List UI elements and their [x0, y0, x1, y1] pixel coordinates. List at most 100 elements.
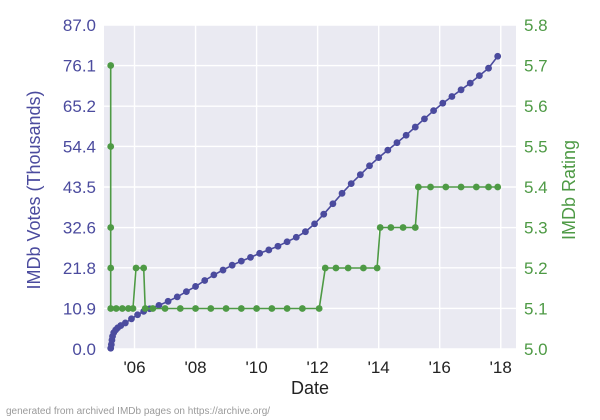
rating-data-point: [132, 264, 140, 272]
rating-data-point: [140, 264, 148, 272]
votes-data-point: [164, 297, 172, 305]
rating-data-point: [141, 305, 149, 312]
y-right-tick-label: 5.5: [524, 138, 548, 157]
rating-data-point: [485, 183, 492, 191]
x-tick-label: '12: [307, 358, 329, 377]
votes-data-point: [475, 72, 483, 80]
rating-data-point: [107, 224, 115, 231]
rating-data-point: [344, 264, 352, 272]
x-tick-label: '08: [184, 358, 206, 377]
votes-data-point: [292, 233, 300, 241]
rating-data-point: [107, 264, 115, 272]
votes-data-point: [485, 64, 492, 72]
votes-data-point: [411, 123, 419, 131]
y-axis-left-label: IMDb Votes (Thousands): [24, 90, 44, 289]
rating-data-point: [457, 183, 465, 191]
rating-data-point: [237, 305, 245, 312]
votes-data-point: [256, 249, 264, 257]
votes-data-point: [384, 146, 392, 154]
x-axis-label: Date: [291, 378, 329, 398]
y-left-tick-label: 87.0: [63, 16, 96, 35]
votes-data-point: [311, 220, 318, 228]
votes-data-point: [402, 131, 410, 139]
rating-data-point: [472, 183, 480, 191]
rating-data-point: [332, 264, 340, 272]
y-axis-right-label: IMDb Rating: [559, 140, 579, 240]
rating-data-point: [207, 305, 215, 312]
y-right-tick-label: 5.8: [524, 16, 548, 35]
votes-data-point: [421, 115, 428, 123]
votes-data-point: [448, 93, 456, 100]
rating-data-point: [118, 305, 126, 312]
y-left-tick-label: 10.9: [63, 299, 96, 318]
y-right-tick-label: 5.4: [524, 178, 548, 197]
y-left-tick-label: 21.8: [63, 259, 96, 278]
votes-data-point: [155, 302, 163, 309]
votes-data-point: [347, 180, 355, 188]
rating-data-point: [222, 305, 230, 312]
y-right-tick-label: 5.2: [524, 259, 548, 278]
y-left-tick-label: 54.4: [63, 137, 96, 156]
y-left-tick-label: 32.6: [63, 219, 96, 238]
votes-data-point: [247, 253, 254, 261]
rating-data-point: [442, 183, 450, 191]
votes-data-point: [457, 86, 465, 94]
votes-data-point: [121, 319, 129, 327]
votes-data-point: [366, 162, 373, 170]
rating-data-point: [107, 143, 115, 150]
rating-data-point: [112, 305, 120, 312]
series-layer: [107, 52, 502, 352]
rating-data-point: [411, 224, 419, 231]
y-left-tick-label: 43.5: [63, 178, 96, 197]
x-tick-label: '16: [429, 358, 451, 377]
votes-data-point: [274, 242, 282, 250]
y-left-tick-label: 76.1: [63, 57, 96, 76]
y-right-tick-label: 5.1: [524, 300, 548, 319]
votes-data-point: [466, 79, 474, 87]
votes-data-point: [265, 246, 273, 254]
y-left-tick-label: 0.0: [72, 340, 96, 359]
votes-data-point: [338, 189, 346, 197]
rating-data-point: [321, 264, 329, 272]
votes-data-point: [494, 52, 502, 60]
rating-data-point: [360, 264, 367, 272]
rating-data-point: [298, 305, 306, 312]
x-tick-label: '14: [368, 358, 390, 377]
votes-data-point: [302, 228, 309, 236]
x-tick-label: '18: [490, 358, 512, 377]
votes-data-point: [210, 271, 218, 279]
rating-data-point: [107, 62, 115, 69]
y-right-tick-label: 5.3: [524, 219, 548, 238]
y-right-tick-label: 5.7: [524, 57, 548, 76]
votes-data-point: [320, 210, 328, 218]
votes-data-point: [173, 293, 181, 301]
votes-data-point: [283, 238, 291, 246]
credit-text: generated from archived IMDb pages on ht…: [6, 406, 270, 417]
rating-data-point: [387, 224, 395, 231]
votes-data-point: [329, 200, 337, 208]
rating-data-point: [315, 305, 323, 312]
rating-data-point: [176, 305, 184, 312]
rating-data-point: [399, 224, 407, 231]
votes-data-point: [393, 139, 401, 147]
rating-data-point: [376, 224, 384, 231]
rating-data-point: [283, 305, 291, 312]
x-tick-label: '06: [123, 358, 145, 377]
y-right-tick-label: 5.6: [524, 97, 548, 116]
votes-data-point: [128, 315, 135, 323]
votes-data-point: [192, 283, 199, 290]
votes-data-point: [375, 154, 383, 161]
y-left-tick-label: 65.2: [63, 97, 96, 116]
votes-data-point: [356, 171, 364, 179]
rating-data-point: [494, 183, 502, 191]
votes-data-point: [237, 257, 245, 265]
rating-data-point: [192, 305, 199, 312]
rating-data-point: [161, 305, 169, 312]
votes-data-point: [183, 288, 190, 296]
votes-data-point: [134, 311, 141, 319]
tick-labels: 0.0 10.9 21.8 32.6 43.5 54.4 65.2 76.1 87.0 5.0 5.…: [63, 16, 548, 377]
x-tick-label: '10: [246, 358, 268, 377]
votes-data-point: [439, 99, 447, 107]
